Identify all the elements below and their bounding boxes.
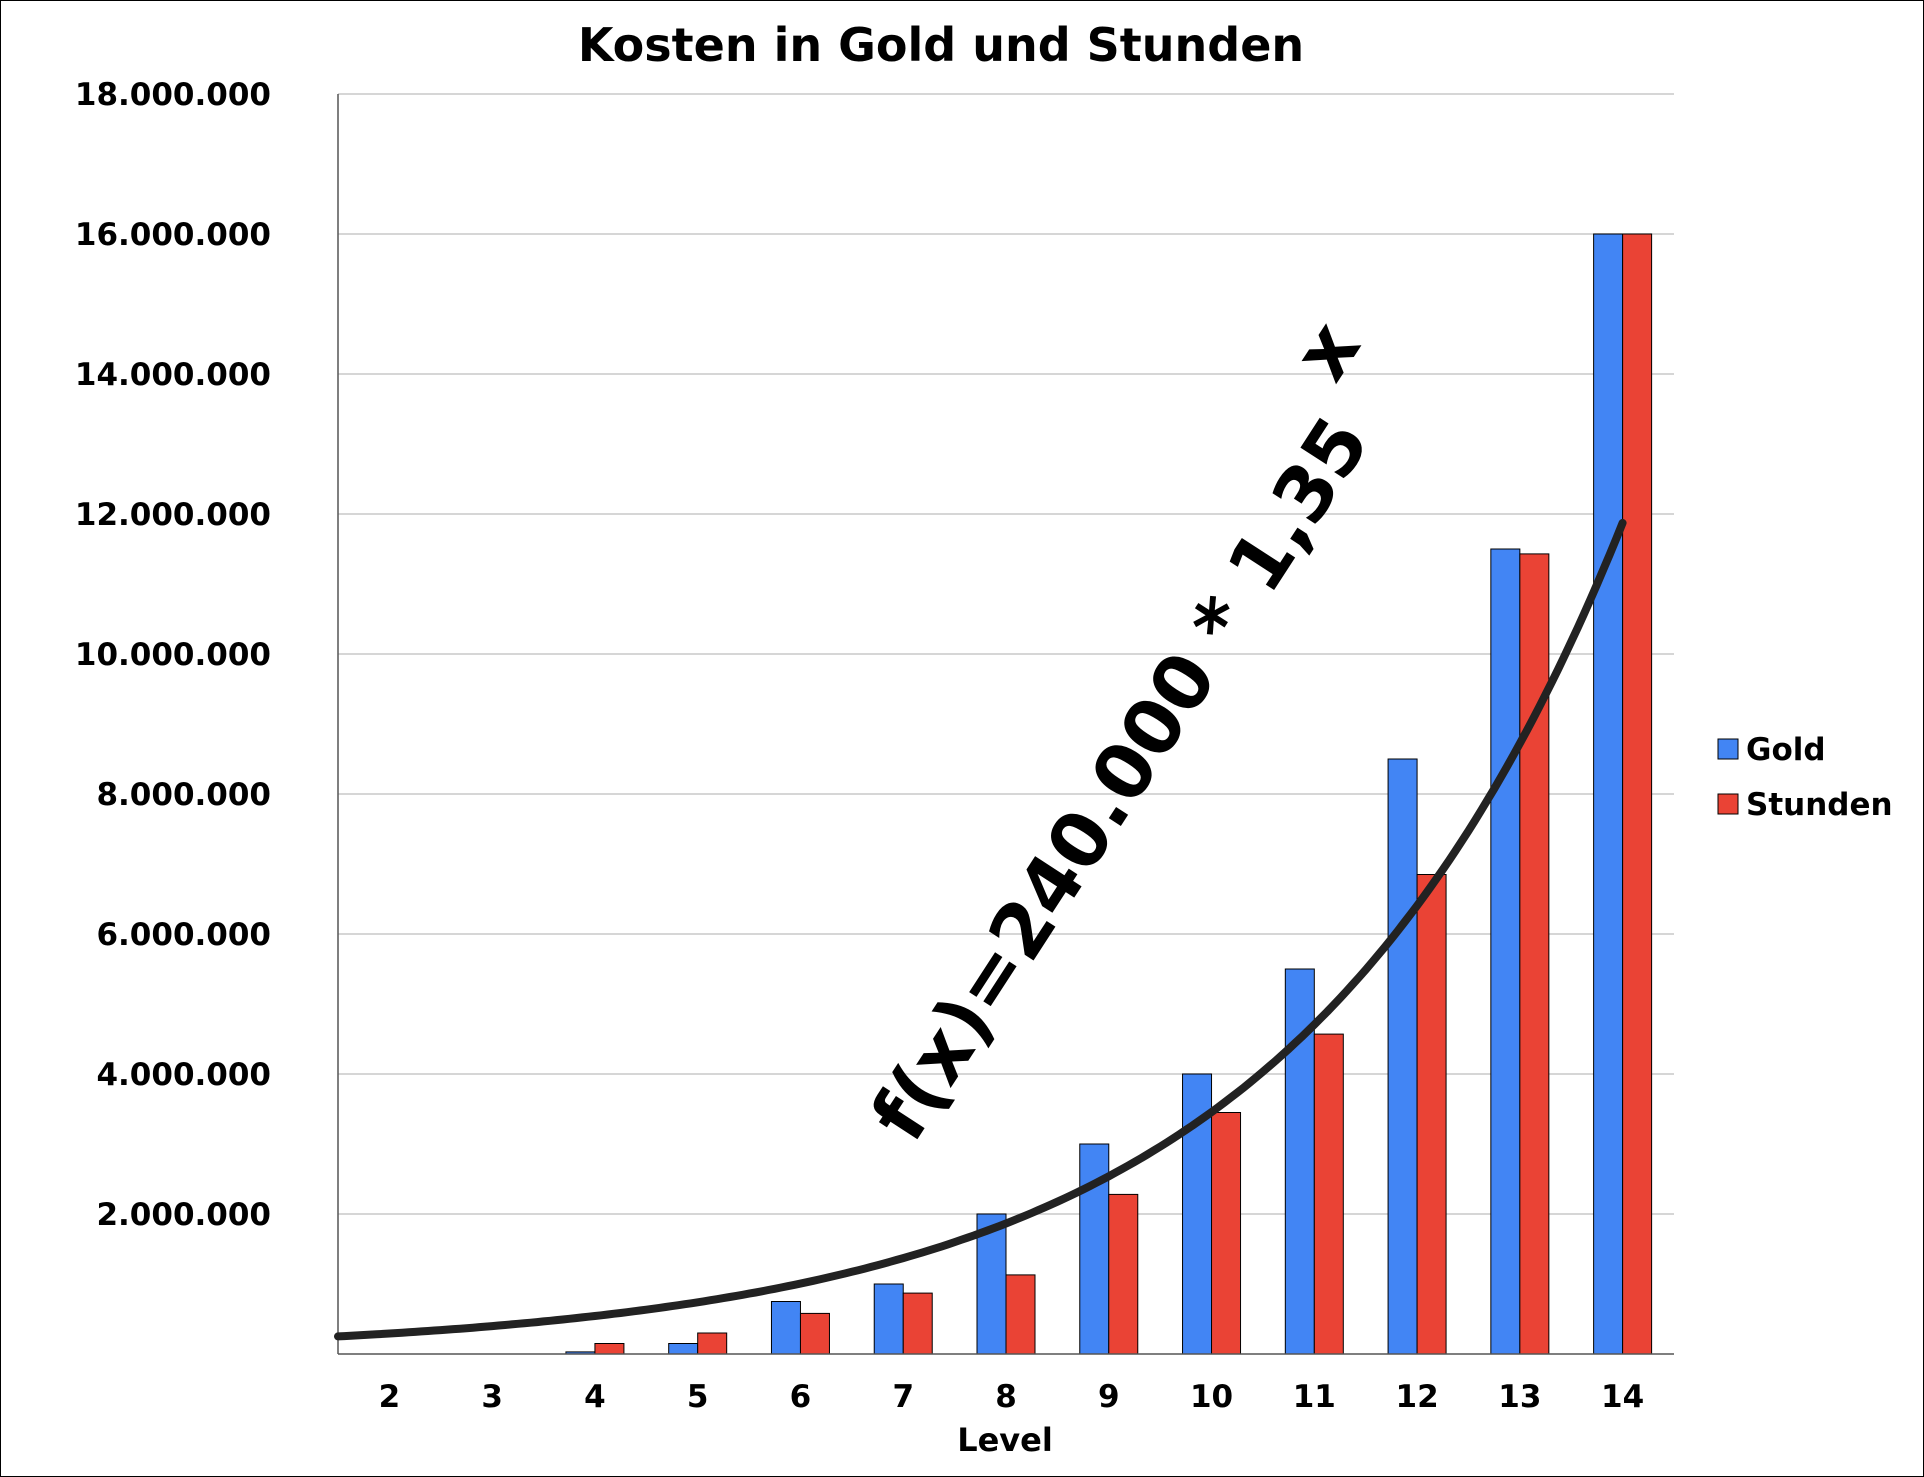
x-tick-label: 3 xyxy=(481,1379,503,1415)
x-tick-label: 10 xyxy=(1190,1379,1233,1415)
x-tick-label: 4 xyxy=(584,1379,606,1415)
bar-gold-14 xyxy=(1593,233,1624,1355)
x-tick-label: 9 xyxy=(1098,1379,1120,1415)
x-tick-label: 2 xyxy=(379,1379,401,1415)
formula-annotation: f(x)=240.000 * 1,35x xyxy=(853,306,1386,1156)
x-tick-label: 14 xyxy=(1601,1379,1644,1415)
chart-title: Kosten in Gold und Stunden xyxy=(578,18,1304,72)
y-tick-label: 10.000.000 xyxy=(75,637,271,673)
bar-stunden-6 xyxy=(799,1312,830,1355)
bar-stunden-7 xyxy=(902,1292,933,1355)
legend-swatch-gold xyxy=(1717,738,1739,760)
y-tick-label: 8.000.000 xyxy=(96,777,271,813)
bar-stunden-14 xyxy=(1622,233,1653,1355)
legend-swatch-stunden xyxy=(1717,793,1739,815)
bar-gold-13 xyxy=(1490,548,1521,1355)
bar-stunden-13 xyxy=(1519,553,1550,1355)
x-tick-label: 5 xyxy=(687,1379,709,1415)
y-tick-label: 18.000.000 xyxy=(75,77,271,113)
x-tick-label: 7 xyxy=(892,1379,914,1415)
y-axis-ticks: 2.000.000 4.000.000 6.000.000 8.000.000 10.0… xyxy=(75,77,271,1233)
bar-stunden-10 xyxy=(1211,1112,1242,1355)
x-tick-label: 11 xyxy=(1293,1379,1336,1415)
x-tick-label: 13 xyxy=(1498,1379,1541,1415)
formula-exponent: x xyxy=(1276,306,1377,396)
trend-curve xyxy=(334,518,1627,1341)
y-tick-label: 16.000.000 xyxy=(75,217,271,253)
y-tick-label: 14.000.000 xyxy=(75,357,271,393)
bars xyxy=(565,233,1653,1355)
legend: Gold Stunden xyxy=(1717,732,1893,823)
bar-stunden-5 xyxy=(697,1332,728,1355)
y-tick-label: 6.000.000 xyxy=(96,917,271,953)
bar-gold-7 xyxy=(873,1283,904,1355)
axes xyxy=(337,94,1674,1355)
bar-stunden-11 xyxy=(1313,1033,1344,1355)
bar-stunden-9 xyxy=(1108,1193,1139,1355)
bar-gold-12 xyxy=(1387,758,1418,1355)
x-tick-label: 8 xyxy=(995,1379,1017,1415)
x-tick-label: 12 xyxy=(1396,1379,1439,1415)
bar-gold-6 xyxy=(770,1301,801,1355)
bar-gold-5 xyxy=(668,1343,699,1355)
x-tick-label: 6 xyxy=(790,1379,812,1415)
y-tick-label: 2.000.000 xyxy=(96,1197,271,1233)
x-axis-ticks: 2 3 4 5 6 7 8 9 10 11 12 13 14 xyxy=(379,1379,1645,1415)
legend-label-stunden: Stunden xyxy=(1746,787,1893,823)
bar-stunden-12 xyxy=(1416,874,1447,1355)
x-axis-label: Level xyxy=(957,1421,1053,1459)
bar-stunden-4 xyxy=(594,1343,625,1355)
legend-label-gold: Gold xyxy=(1746,732,1826,768)
y-tick-label: 12.000.000 xyxy=(75,497,271,533)
gridlines xyxy=(338,93,1674,1215)
bar-stunden-8 xyxy=(1005,1274,1036,1355)
y-tick-label: 4.000.000 xyxy=(96,1057,271,1093)
